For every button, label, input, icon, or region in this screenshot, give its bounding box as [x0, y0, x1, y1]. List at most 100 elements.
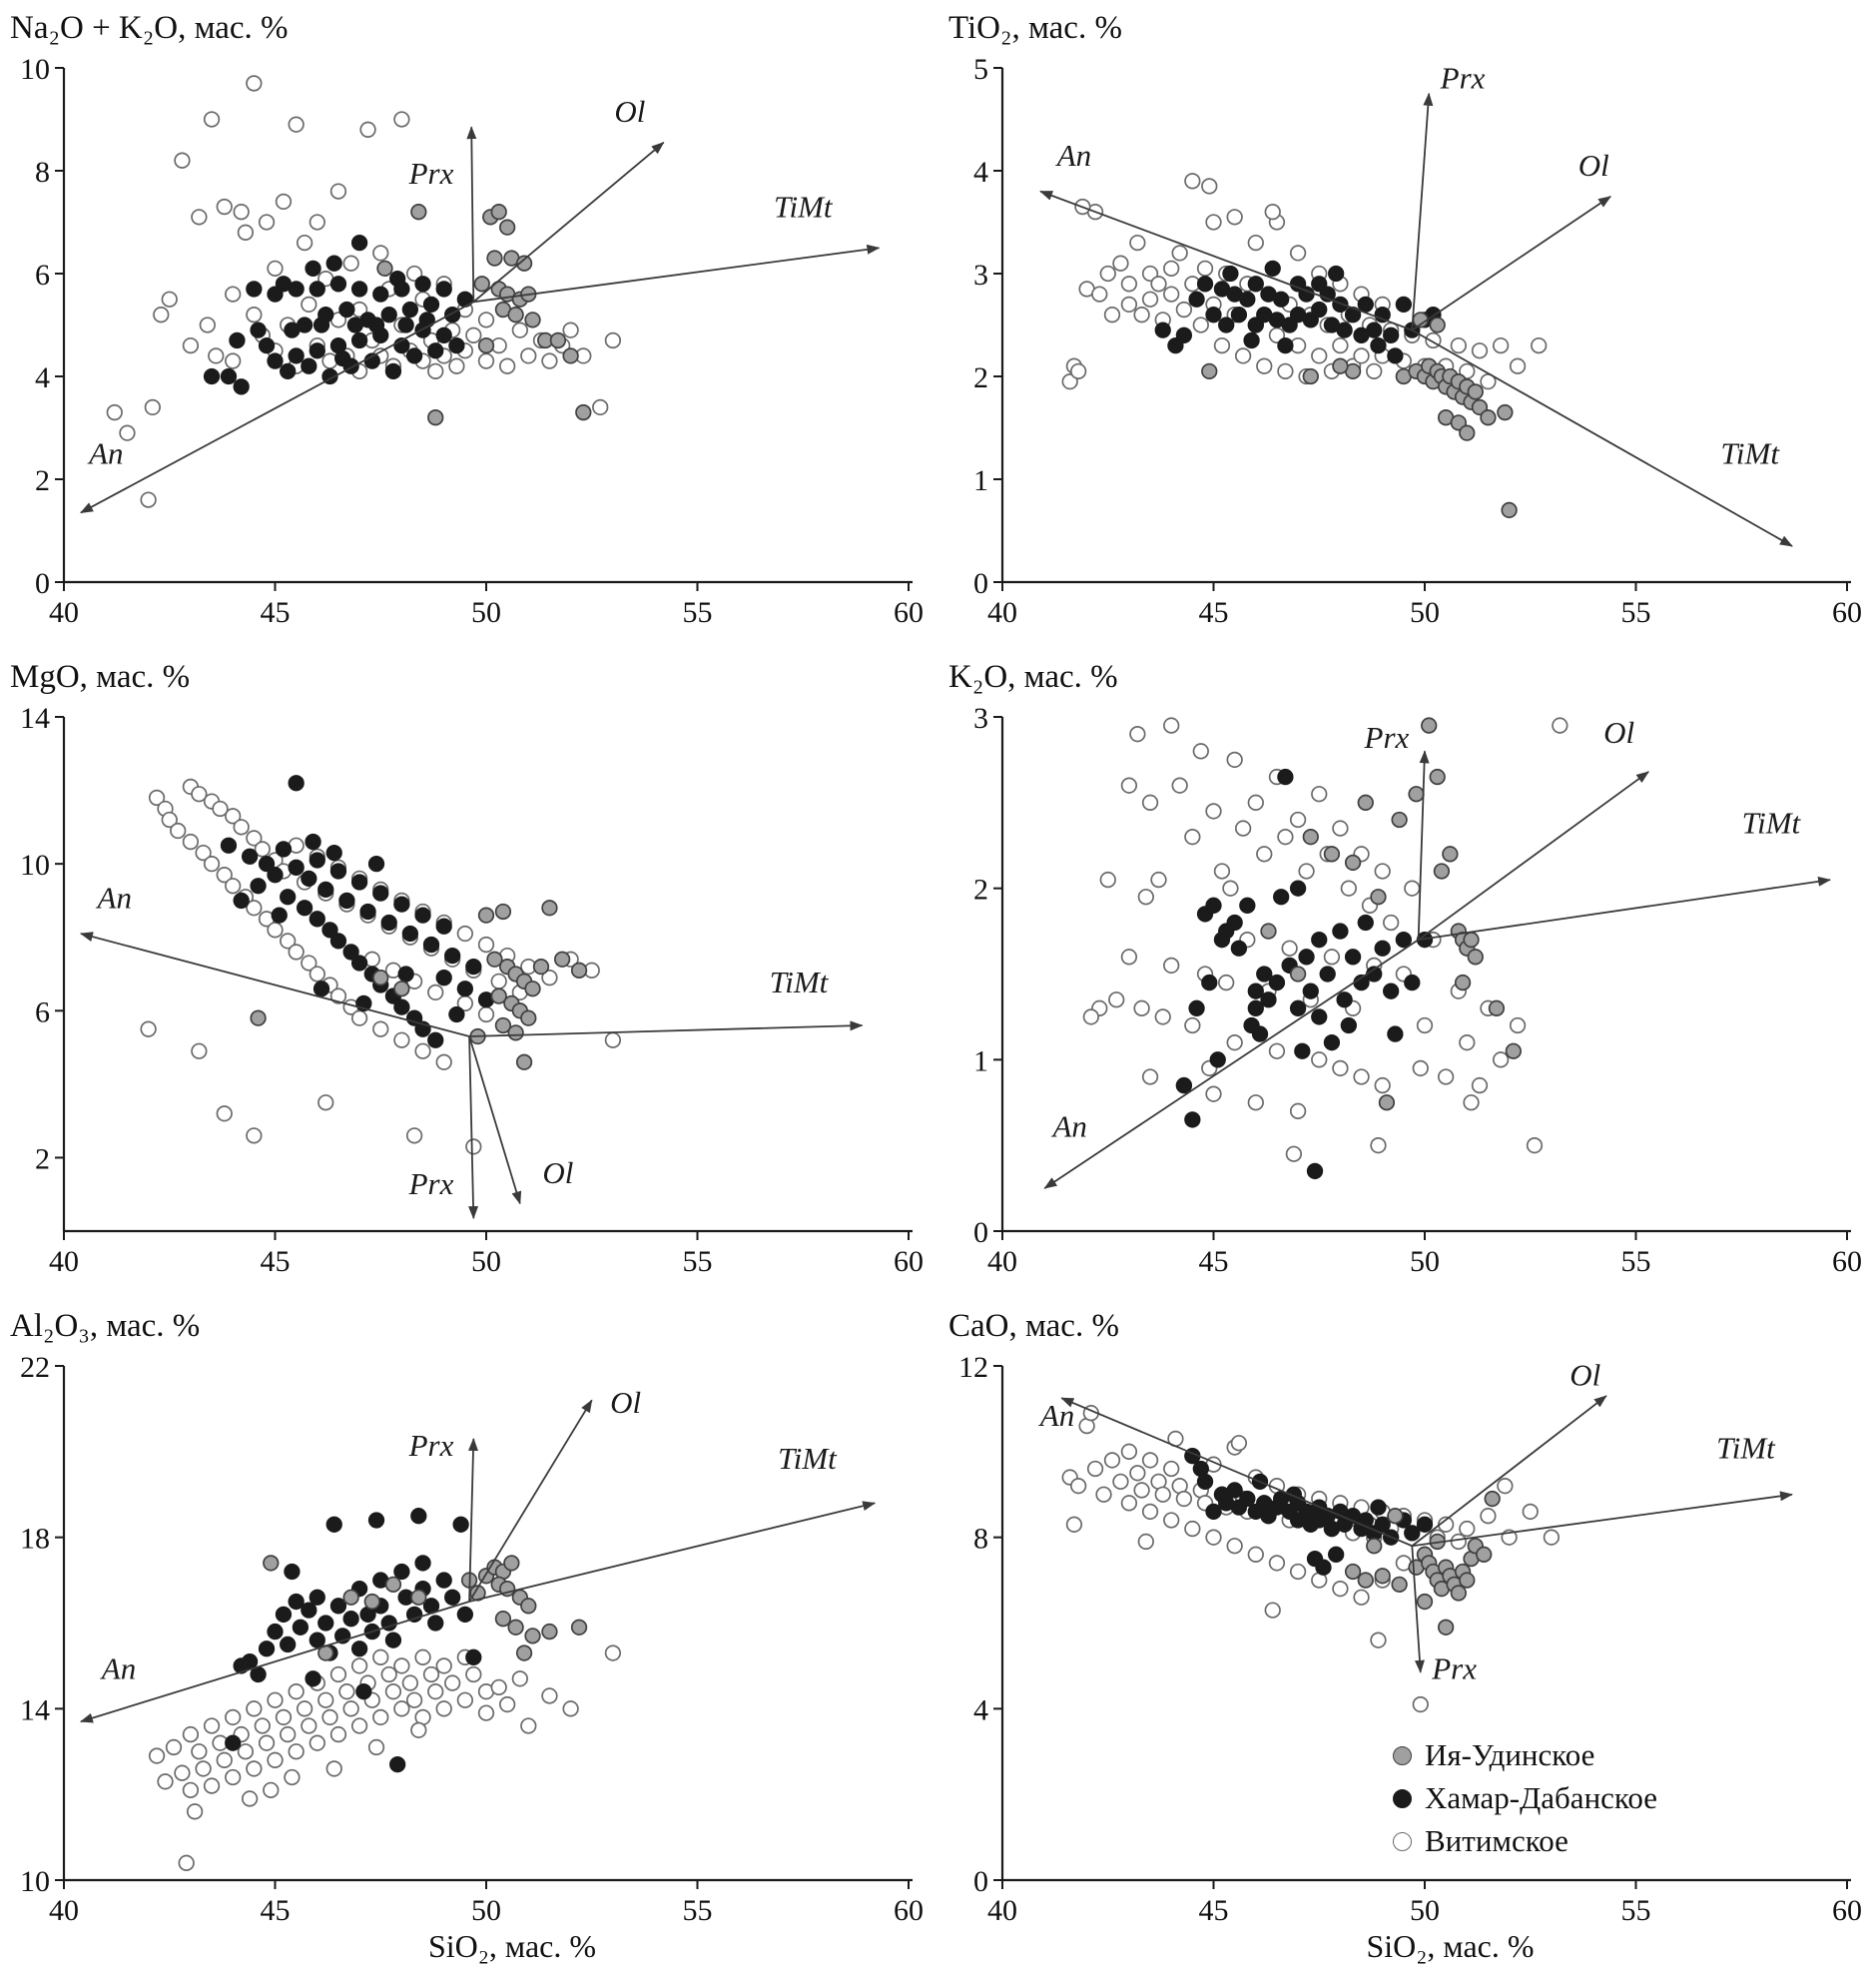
data-point-khamar — [465, 958, 482, 976]
data-point-vitim — [465, 327, 482, 343]
data-point-vitim — [405, 1127, 423, 1144]
data-point-iya — [1344, 1563, 1362, 1581]
data-point-iya — [1357, 1572, 1374, 1589]
x-tick-label: 60 — [1832, 1245, 1862, 1277]
data-point-khamar — [342, 944, 359, 961]
data-point-vitim — [1450, 1533, 1467, 1551]
data-point-vitim — [511, 1670, 528, 1687]
vector-arrow-an — [1039, 190, 1413, 331]
x-tick-label: 40 — [987, 596, 1017, 628]
data-point-khamar — [305, 260, 321, 278]
data-point-vitim — [401, 1674, 419, 1691]
data-point-khamar — [380, 914, 397, 932]
data-point-khamar — [284, 322, 301, 338]
vector-arrow-ol — [1418, 771, 1649, 941]
data-point-vitim — [1281, 940, 1298, 957]
data-point-khamar — [444, 1589, 461, 1606]
data-point-vitim — [477, 312, 495, 328]
data-point-vitim — [1230, 1435, 1248, 1452]
data-point-khamar — [422, 296, 440, 314]
data-point-iya — [473, 276, 490, 293]
data-point-vitim — [225, 878, 242, 895]
scatter-plot-mgo: 40 45 50 55 60 2 6 10 14 An TiMt Prx Ol — [20, 703, 924, 1277]
y-tick-label: 2 — [35, 1142, 50, 1175]
data-point-khamar — [397, 317, 414, 333]
x-tick-label: 60 — [894, 1245, 924, 1277]
data-point-khamar — [389, 270, 406, 288]
data-point-vitim — [1129, 726, 1146, 743]
vector-arrow-an — [79, 932, 470, 1037]
vector-label-prx: Prx — [408, 1166, 454, 1201]
data-point-iya — [1416, 1593, 1434, 1611]
legend-swatch-iya — [1393, 1745, 1412, 1765]
data-point-khamar — [367, 317, 385, 333]
data-point-vitim — [182, 833, 200, 851]
data-point-khamar — [1247, 317, 1264, 333]
data-point-iya — [1497, 403, 1514, 421]
data-point-vitim — [140, 1020, 157, 1037]
data-point-khamar — [1395, 932, 1413, 949]
data-point-vitim — [562, 1700, 579, 1717]
vector-label-ol: Ol — [1578, 148, 1609, 183]
data-point-vitim — [288, 1743, 305, 1760]
legend-item: Витимское — [1393, 1823, 1657, 1859]
data-point-vitim — [604, 1031, 622, 1048]
data-point-vitim — [1226, 1034, 1243, 1051]
data-point-vitim — [1497, 1478, 1514, 1495]
data-point-khamar — [1273, 291, 1290, 308]
data-point-iya — [1463, 932, 1480, 949]
y-tick-label: 0 — [35, 567, 50, 600]
data-point-vitim — [1332, 1059, 1349, 1077]
data-point-vitim — [288, 1683, 305, 1700]
data-point-vitim — [1184, 1520, 1201, 1538]
data-point-khamar — [1383, 983, 1400, 999]
data-point-vitim — [367, 1738, 385, 1756]
data-point-khamar — [393, 896, 410, 913]
data-point-vitim — [1353, 1589, 1370, 1606]
data-point-khamar — [367, 1512, 385, 1529]
y-tick-label: 6 — [35, 995, 50, 1028]
data-point-vitim — [1374, 1076, 1391, 1094]
x-tick-label: 40 — [987, 1245, 1017, 1277]
data-point-vitim — [1332, 820, 1349, 837]
data-point-vitim — [1175, 1490, 1193, 1508]
vector-label-prx: Prx — [1364, 720, 1410, 755]
y-tick-label: 0 — [973, 1216, 988, 1249]
y-tick-label: 0 — [973, 567, 988, 600]
data-point-khamar — [350, 281, 368, 298]
data-point-khamar — [288, 775, 305, 792]
y-tick-label: 4 — [973, 156, 988, 189]
data-point-vitim — [1184, 173, 1201, 190]
legend-item-label: Витимское — [1425, 1823, 1568, 1858]
y-tick-label: 2 — [973, 361, 988, 394]
vector-label-timt: TiMt — [774, 189, 834, 224]
data-point-iya — [1408, 786, 1425, 803]
data-point-vitim — [1311, 347, 1328, 364]
data-point-khamar — [229, 331, 246, 349]
data-point-vitim — [329, 1665, 347, 1683]
data-point-vitim — [1264, 204, 1281, 221]
data-point-vitim — [237, 224, 255, 241]
data-point-vitim — [233, 819, 250, 836]
data-point-iya — [1323, 846, 1341, 863]
y-tick-label: 2 — [973, 874, 988, 907]
data-point-iya — [503, 1555, 520, 1572]
data-point-khamar — [1226, 914, 1243, 932]
data-point-khamar — [422, 936, 440, 954]
data-point-khamar — [1383, 327, 1400, 343]
x-tick-label: 40 — [49, 1245, 79, 1277]
data-point-iya — [372, 970, 389, 986]
data-point-vitim — [1289, 811, 1307, 829]
data-point-iya — [1459, 1572, 1476, 1589]
data-point-khamar — [329, 1598, 347, 1615]
y-tick-label: 6 — [35, 259, 50, 292]
data-point-vitim — [604, 331, 622, 349]
data-point-vitim — [1247, 1546, 1264, 1563]
data-point-vitim — [1256, 357, 1273, 374]
data-point-vitim — [490, 1678, 507, 1696]
data-point-vitim — [1492, 336, 1510, 354]
data-point-iya — [494, 1611, 512, 1628]
data-point-vitim — [203, 1717, 221, 1734]
x-tick-label: 45 — [261, 596, 291, 628]
